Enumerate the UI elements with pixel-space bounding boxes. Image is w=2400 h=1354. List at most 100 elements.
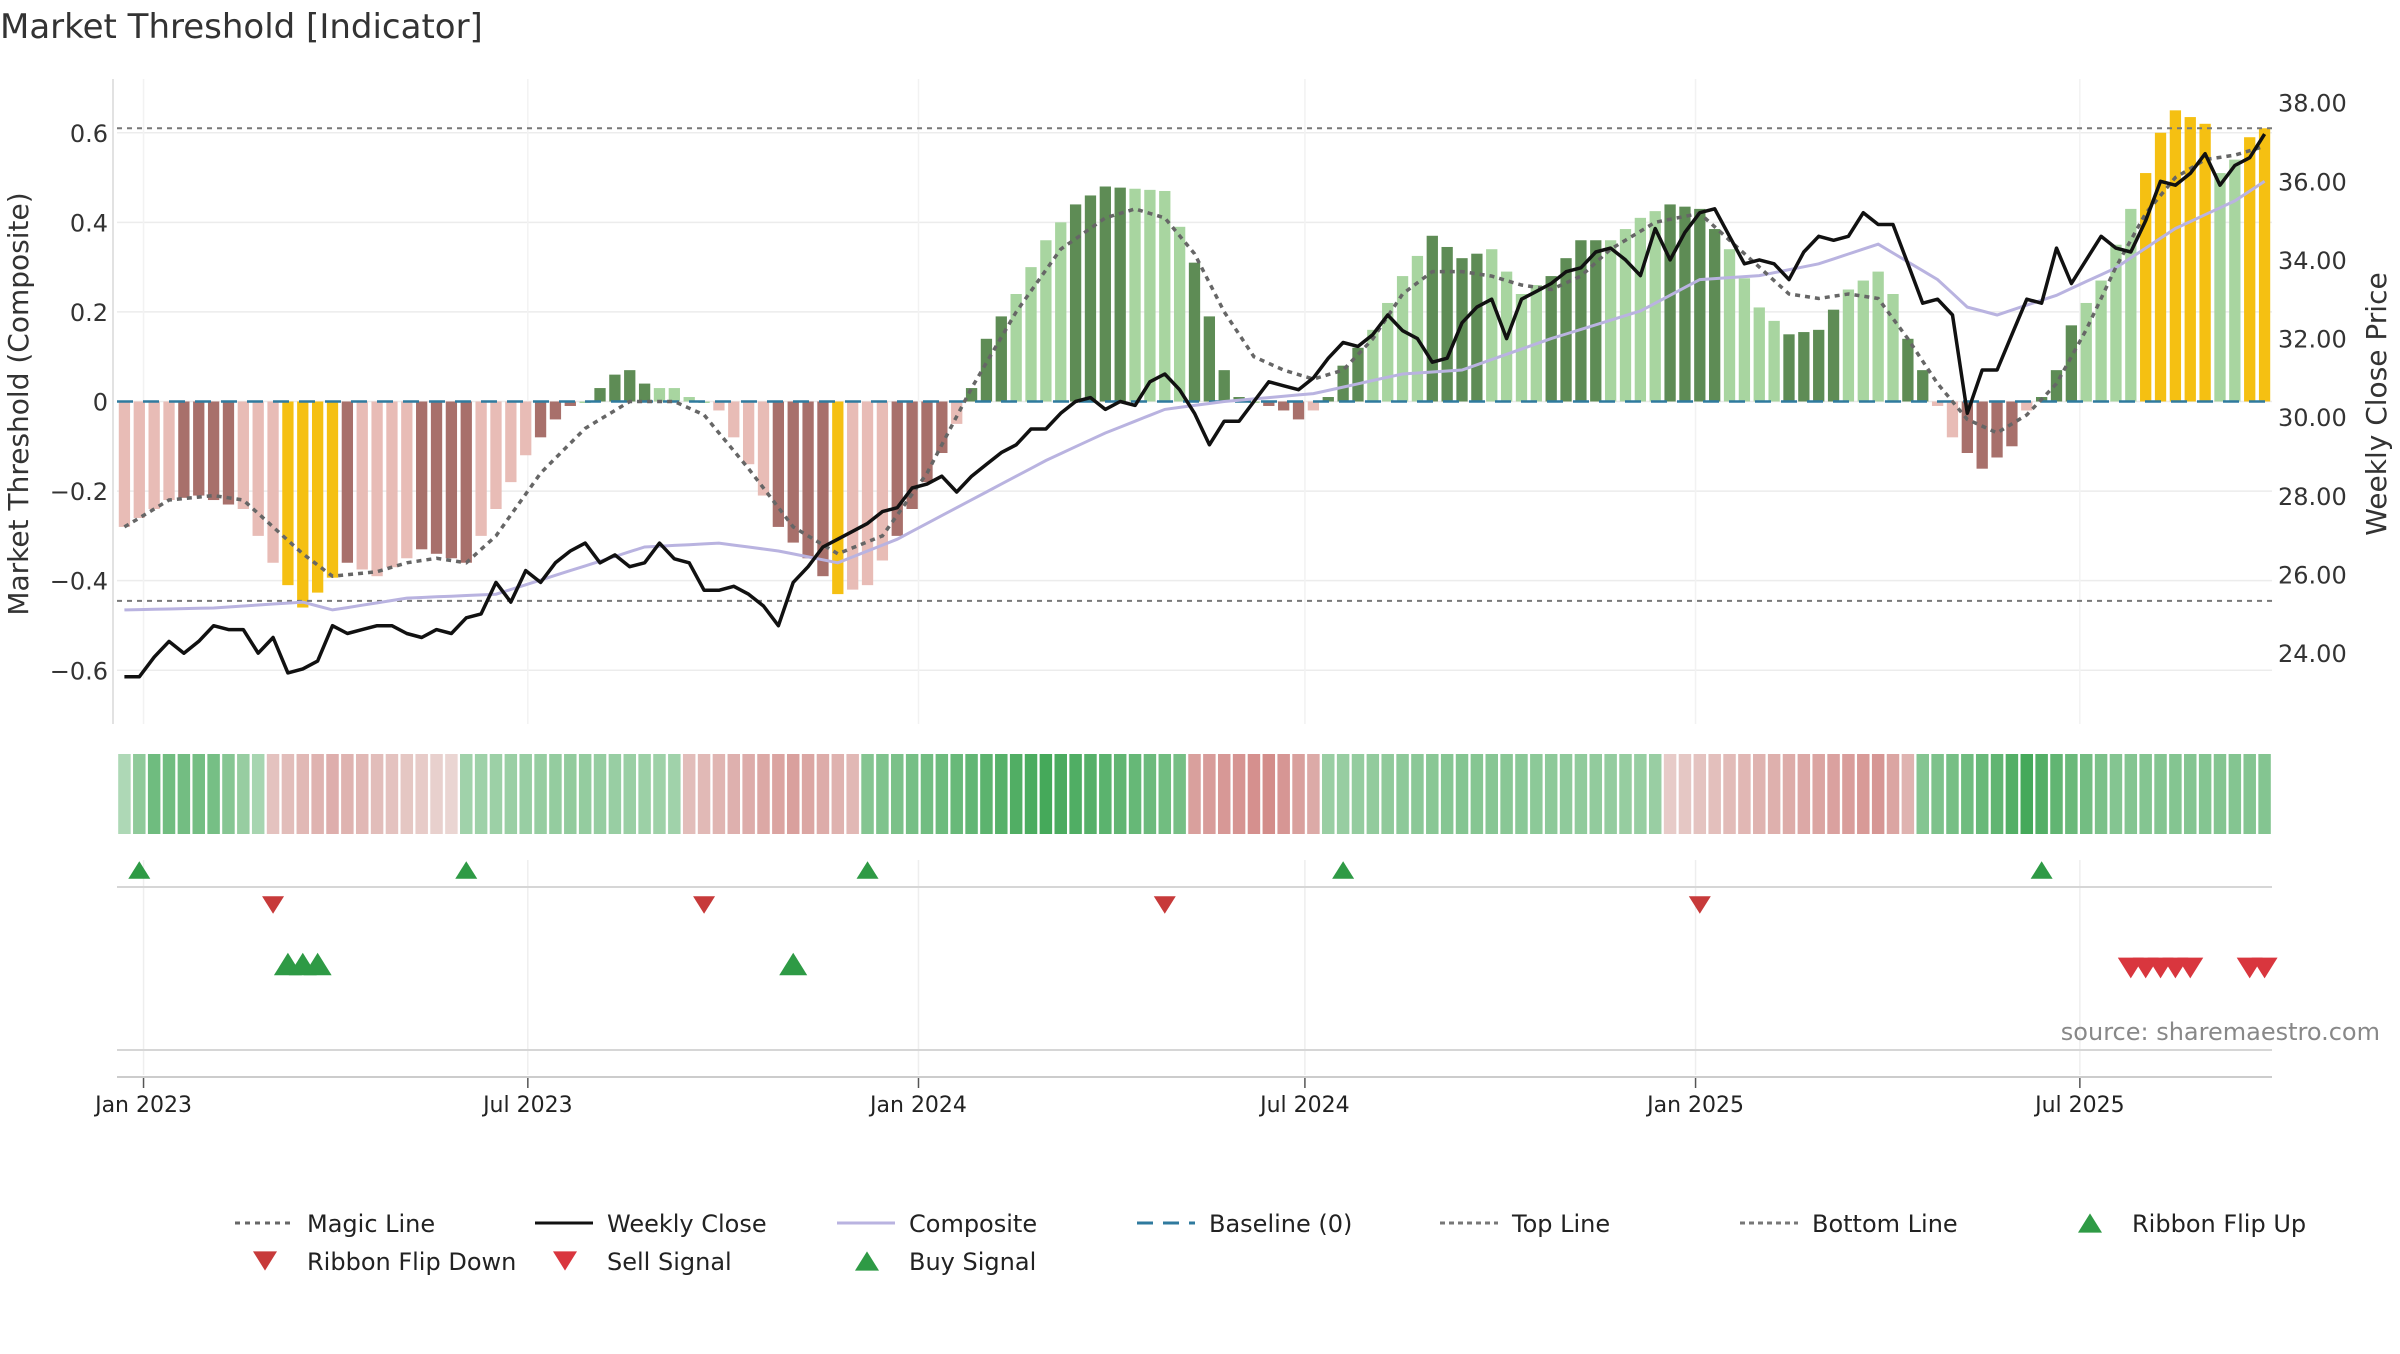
ribbon-cell: [1693, 754, 1707, 834]
composite-bar: [2110, 244, 2122, 402]
ribbon-cell: [653, 754, 666, 834]
composite-bar: [876, 401, 889, 561]
ribbon-cell: [118, 754, 131, 834]
composite-bar: [965, 388, 978, 402]
composite-bar: [594, 388, 606, 402]
ribbon-cell: [1084, 754, 1097, 834]
ribbon-cell: [742, 754, 755, 834]
composite-bar: [1813, 329, 1825, 402]
ribbon-cell: [1411, 754, 1424, 834]
left-axis-label: Market Threshold (Composite): [2, 192, 35, 615]
ribbon-cell: [1901, 754, 1915, 834]
ribbon-cell: [1203, 754, 1216, 834]
ribbon-cell: [2079, 754, 2093, 834]
ribbon-cell: [935, 754, 949, 834]
ribbon-cell: [1678, 754, 1692, 834]
signal-rows: [117, 861, 2278, 1051]
sell-signal-marker: [2177, 957, 2204, 979]
composite-bar: [936, 401, 948, 454]
ribbon-cell: [1753, 754, 1766, 834]
composite-bar: [2229, 159, 2241, 402]
x-tick-label: Jan 2025: [1645, 1093, 1744, 1118]
ribbon-flip-down-marker: [693, 896, 716, 914]
composite-bar: [1694, 208, 1706, 402]
composite-bar: [1887, 294, 1899, 402]
composite-bar: [2258, 128, 2271, 402]
ribbon-flip-up-marker: [1332, 861, 1355, 879]
ribbon-flip-down-marker: [262, 896, 285, 914]
ribbon-cell: [311, 754, 324, 834]
ribbon-cell: [2198, 754, 2212, 834]
legend-swatch: [553, 1251, 577, 1271]
right-tick-label: 26.00: [2278, 562, 2347, 590]
ribbon-cell: [682, 754, 696, 834]
composite-bar: [1322, 397, 1334, 402]
ribbon-cell: [1158, 754, 1172, 834]
composite-bar: [1367, 329, 1379, 402]
ribbon-cell: [2109, 754, 2123, 834]
ribbon-cell: [668, 754, 681, 834]
ribbon-cell: [370, 754, 384, 834]
ribbon-cell: [816, 754, 830, 834]
right-axis-label: Weekly Close Price: [2360, 272, 2393, 535]
composite-bar: [2154, 132, 2167, 402]
ribbon-cell: [2035, 754, 2048, 834]
composite-bar: [1218, 370, 1230, 402]
ribbon-cell: [445, 754, 458, 834]
ribbon-cell: [1990, 754, 2004, 834]
ribbon-flip-down-marker: [1688, 896, 1711, 914]
right-tick-label: 32.00: [2278, 326, 2347, 354]
ribbon-cell: [697, 754, 711, 834]
composite-bar: [1084, 195, 1097, 402]
composite-bar: [1352, 347, 1364, 402]
composite-bar: [1055, 222, 1067, 402]
legend-item: Magic Line: [235, 1210, 435, 1238]
composite-bar: [1411, 255, 1424, 402]
ribbon-cell: [1336, 754, 1350, 834]
left-tick-label: 0.4: [70, 209, 108, 237]
ribbon-cell: [1366, 754, 1380, 834]
composite-bar: [728, 401, 740, 438]
legend-label: Bottom Line: [1812, 1210, 1958, 1238]
ribbon-cell: [1188, 754, 1201, 834]
series-lines: [117, 127, 2272, 679]
ribbon-cell: [1217, 754, 1231, 834]
composite-bar: [505, 401, 517, 483]
ribbon-cell: [1500, 754, 1513, 834]
ribbon-cell: [504, 754, 518, 834]
ribbon-cell: [237, 754, 250, 834]
composite-bar: [1798, 332, 1810, 402]
ribbon-cell: [1485, 754, 1498, 834]
composite-bar: [832, 401, 844, 595]
ribbon-cell: [1663, 754, 1677, 834]
ribbon-flip-down-marker: [1153, 896, 1176, 914]
composite-bar: [1991, 401, 2003, 458]
ribbon-cell: [192, 754, 205, 834]
ribbon-cell: [757, 754, 770, 834]
composite-bar: [1946, 401, 1959, 438]
ribbon-cell: [1262, 754, 1276, 834]
composite-bar: [921, 401, 933, 483]
ribbon-cell: [1767, 754, 1781, 834]
composite-bar: [742, 401, 755, 465]
legend-label: Weekly Close: [607, 1210, 767, 1238]
ribbon-cell: [861, 754, 874, 834]
ribbon-cell: [355, 754, 369, 834]
composite-bar: [2095, 280, 2107, 402]
ribbon-cell: [1871, 754, 1885, 834]
ribbon-cell: [385, 754, 399, 834]
composite-bar: [1144, 189, 1156, 402]
ribbon-cell: [2139, 754, 2152, 834]
composite-bar: [475, 401, 487, 536]
composite-bar: [2125, 208, 2137, 402]
ribbon-cell: [1634, 754, 1647, 834]
composite-bar: [1292, 401, 1305, 420]
composite-bar: [1114, 187, 1126, 402]
composite-bar: [653, 388, 666, 402]
composite-bar: [193, 401, 205, 496]
ribbon-cell: [1544, 754, 1558, 834]
composite-bar: [609, 374, 621, 402]
ribbon-cell: [281, 754, 295, 834]
ribbon-cell: [1009, 754, 1023, 834]
composite-bar: [802, 401, 814, 559]
